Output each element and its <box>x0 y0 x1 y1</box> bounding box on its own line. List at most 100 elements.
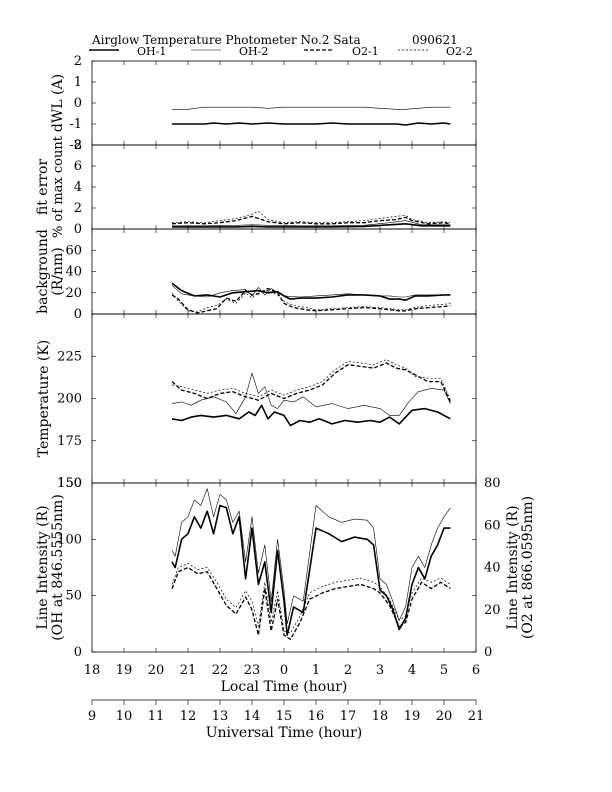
figure-title: Airglow Temperature Photometer No.2 Sata <box>91 33 361 47</box>
right-y-axis-title: Line Intensity (R) <box>505 505 521 629</box>
universal-time-tick-label: 17 <box>340 709 357 724</box>
panel-temperature: 225 200 175 150 Temperature (K) <box>36 313 477 491</box>
series-background-o2-2 <box>171 290 451 313</box>
series-fit-error-oh-1 <box>172 223 451 228</box>
y-tick-label: 60 <box>65 243 82 258</box>
y-tick-label: 100 <box>57 532 82 547</box>
universal-time-tick-label: 16 <box>308 709 325 724</box>
panel-frame-dwl <box>91 60 477 146</box>
y-tick-label: 50 <box>65 589 82 604</box>
universal-time-tick-label: 10 <box>116 709 133 724</box>
y-axis-title-background: background <box>35 229 51 314</box>
y-axis-subtitle-fit-error: % of max count <box>51 135 66 238</box>
y-axis-title-dwl: dWL (A) <box>50 74 66 132</box>
series-temperature-oh-1 <box>171 404 451 427</box>
legend-label-o2-1: O2-1 <box>352 45 379 58</box>
panel-fit-error: 8 6 4 2 0 fit error% of max count <box>35 135 477 238</box>
y-tick-label: 0 <box>74 96 82 111</box>
y-tick-label: 0 <box>74 307 82 322</box>
legend-label-oh-1: OH-1 <box>137 45 166 58</box>
right-y-tick-label: 0 <box>484 645 492 660</box>
y-tick-label: 0 <box>74 645 82 660</box>
series-fit-error-o2-1 <box>171 215 451 225</box>
local-time-tick-label: 4 <box>408 663 416 678</box>
y-tick-label: 150 <box>57 476 82 491</box>
universal-time-axis-title: Universal Time (hour) <box>206 725 363 741</box>
y-tick-label: -2 <box>69 138 82 153</box>
y-tick-label: 20 <box>65 286 82 301</box>
y-tick-label: 150 <box>57 476 82 491</box>
legend: OH-1 OH-2 O2-1 O2-2 <box>89 45 473 58</box>
y-axis-subtitle-background: (R/nm) <box>50 247 66 295</box>
local-time-tick-label: 22 <box>212 663 229 678</box>
universal-time-tick-label: 11 <box>148 709 165 724</box>
local-time-tick-label: 23 <box>244 663 261 678</box>
local-time-tick-label: 20 <box>148 663 165 678</box>
figure-date: 090621 <box>412 33 458 47</box>
series-dwl-oh-1 <box>172 122 451 126</box>
universal-time-tick-label: 14 <box>244 709 261 724</box>
local-time-tick-label: 1 <box>312 663 320 678</box>
universal-time-tick-label: 9 <box>88 709 96 724</box>
local-time-tick-label: 19 <box>116 663 133 678</box>
universal-time-tick-label: 19 <box>404 709 421 724</box>
series-dwl-oh-2 <box>172 106 451 110</box>
legend-label-oh-2: OH-2 <box>239 45 268 58</box>
series-temperature-o2-2 <box>171 359 451 401</box>
y-tick-label: 8 <box>74 138 82 153</box>
local-time-tick-label: 6 <box>472 663 480 678</box>
universal-time-tick-label: 20 <box>436 709 453 724</box>
y-axis-subtitle-intensity: (OH at 846.5555nm) <box>50 494 66 641</box>
right-y-tick-label: 80 <box>484 476 501 491</box>
universal-time-tick-label: 15 <box>276 709 293 724</box>
right-y-tick-label: 40 <box>484 561 501 576</box>
series-temperature-oh-2 <box>171 372 451 416</box>
universal-time-tick-label: 13 <box>212 709 229 724</box>
local-time-tick-label: 21 <box>180 663 197 678</box>
series-intensity-oh-2 <box>171 488 451 625</box>
local-time-axis-title: Local Time (hour) <box>221 679 348 695</box>
panel-background: 60 40 20 0 background (R/nm) <box>35 228 477 322</box>
y-tick-label: 40 <box>65 265 82 280</box>
y-tick-label: 175 <box>57 434 82 449</box>
series-background-o2-1 <box>171 287 451 314</box>
series-background-oh-2 <box>171 285 451 298</box>
series-intensity-o2-1 <box>171 566 451 640</box>
y-tick-label: 2 <box>74 54 82 69</box>
right-y-tick-label: 60 <box>484 518 501 533</box>
series-temperature-o2-1 <box>171 362 451 403</box>
y-tick-label: 225 <box>57 349 82 364</box>
universal-time-tick-label: 18 <box>372 709 389 724</box>
y-tick-label: 2 <box>74 201 82 216</box>
universal-time-tick-label: 21 <box>468 709 485 724</box>
series-fit-error-oh-2 <box>172 220 451 227</box>
series-background-oh-1 <box>171 282 451 302</box>
local-time-tick-label: 0 <box>280 663 288 678</box>
y-tick-label: -1 <box>69 117 82 132</box>
local-time-tick-label: 5 <box>440 663 448 678</box>
series-intensity-oh-1 <box>171 504 451 636</box>
local-time-tick-label: 2 <box>344 663 352 678</box>
series-intensity-o2-2 <box>171 562 451 634</box>
y-tick-label: 1 <box>74 75 82 90</box>
panel-frame-fit-error <box>91 144 477 230</box>
legend-label-o2-2: O2-2 <box>446 45 473 58</box>
series-fit-error-o2-2 <box>171 210 451 224</box>
y-tick-label: 0 <box>74 222 82 237</box>
y-tick-label: 4 <box>74 180 82 195</box>
right-y-tick-label: 20 <box>484 603 501 618</box>
y-axis-title-intensity: Line Intensity (R) <box>35 505 51 629</box>
universal-time-tick-label: 12 <box>180 709 197 724</box>
y-axis-title-temperature: Temperature (K) <box>36 340 52 458</box>
local-time-tick-label: 3 <box>376 663 384 678</box>
right-y-axis-subtitle: (O2 at 866.0595nm) <box>520 496 536 639</box>
y-axis-title-fit-error: fit error <box>35 159 51 216</box>
y-tick-label: 200 <box>57 392 82 407</box>
y-tick-label: 6 <box>74 159 82 174</box>
local-time-tick-label: 18 <box>84 663 101 678</box>
